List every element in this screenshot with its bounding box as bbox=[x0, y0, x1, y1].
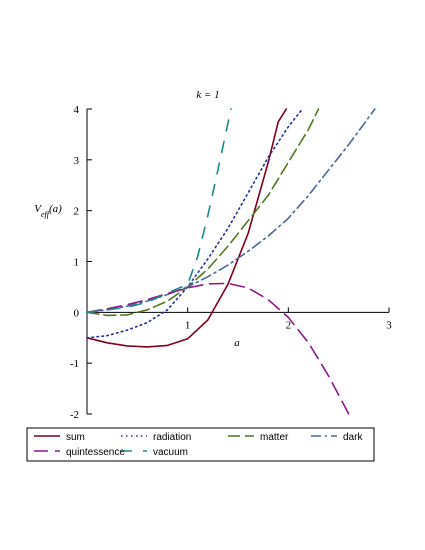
series-line-radiation bbox=[86, 108, 304, 339]
legend-label-sum: sum bbox=[66, 432, 85, 443]
x-axis-label: a bbox=[234, 337, 240, 349]
series-line-quintessence bbox=[86, 282, 350, 415]
y-tick-label: -1 bbox=[70, 358, 79, 370]
legend-label-matter: matter bbox=[260, 432, 289, 443]
x-tick-label: 1 bbox=[185, 319, 191, 331]
series-line-sum bbox=[86, 108, 288, 348]
legend-label-vacuum: vacuum bbox=[153, 447, 188, 458]
x-tick-label: 3 bbox=[386, 319, 392, 331]
y-tick-label: 0 bbox=[74, 307, 80, 319]
series-line-vacuum bbox=[86, 108, 232, 314]
legend: sum radiation matter dark quintessence vacuum bbox=[26, 427, 375, 462]
series-line-dark bbox=[86, 108, 376, 314]
legend-label-quintessence: quintessence bbox=[66, 447, 125, 458]
y-tick-label: 4 bbox=[74, 104, 80, 116]
legend-box bbox=[26, 427, 375, 462]
x-tick-label: 2 bbox=[286, 319, 292, 331]
legend-label-dark: dark bbox=[343, 432, 363, 443]
y-tick-label: 3 bbox=[74, 155, 80, 167]
legend-label-radiation: radiation bbox=[153, 432, 191, 443]
chart-title: k = 1 bbox=[196, 89, 219, 101]
y-tick-label: 2 bbox=[74, 206, 80, 218]
y-tick-label: -2 bbox=[70, 409, 79, 421]
series-group bbox=[86, 108, 376, 415]
y-tick-label: 1 bbox=[74, 257, 80, 269]
series-line-matter bbox=[86, 108, 320, 317]
y-axis-label: Veff(a) bbox=[34, 203, 62, 219]
